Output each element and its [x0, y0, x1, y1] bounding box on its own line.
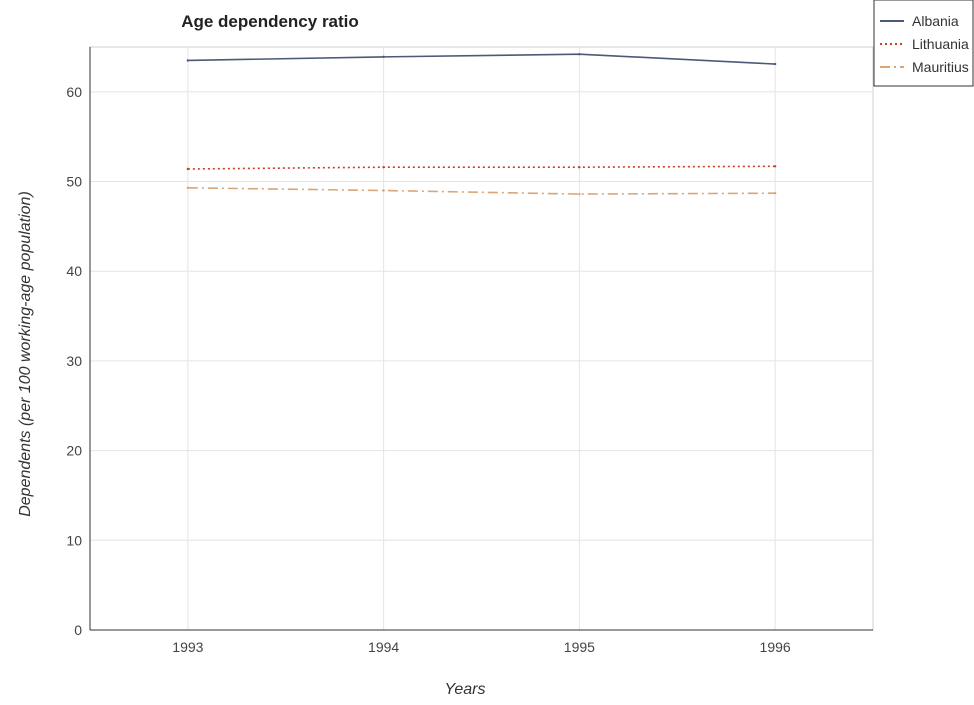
y-axis-label: Dependents (per 100 working-age populati…	[17, 191, 34, 517]
data-point-mauritius	[186, 186, 190, 190]
legend: Albania Lithuania Mauritius	[873, 0, 974, 87]
x-axis-label: Years	[445, 681, 486, 698]
data-point-lithuania	[773, 165, 777, 168]
axes: 0 10 20 30 40 50 60 1993 1994 1995 1996	[66, 47, 873, 655]
series-lines	[186, 52, 777, 196]
data-point-lithuania	[382, 165, 385, 169]
grid	[89, 46, 874, 631]
series-line-mauritius	[187, 187, 776, 195]
data-point-lithuania	[186, 167, 190, 171]
data-point-albania	[578, 52, 581, 56]
plot-frame	[89, 46, 874, 631]
y-tick-label: 30	[66, 353, 82, 369]
x-tick-label: 1993	[172, 639, 203, 655]
x-tick-label: 1994	[368, 639, 399, 655]
legend-label: Lithuania	[912, 36, 969, 52]
data-point-mauritius	[382, 189, 385, 192]
data-point-mauritius	[578, 192, 581, 196]
y-tick-label: 40	[66, 263, 82, 279]
y-tick-label: 60	[66, 84, 82, 100]
y-tick-label: 10	[66, 532, 82, 548]
legend-label: Albania	[912, 13, 959, 29]
data-point-albania	[773, 62, 777, 66]
legend-label: Mauritius	[912, 59, 969, 75]
data-point-albania	[382, 55, 385, 59]
x-tick-label: 1996	[760, 639, 791, 655]
x-tick-label: 1995	[564, 639, 595, 655]
y-tick-label: 20	[66, 443, 82, 459]
data-point-albania	[186, 59, 190, 62]
series-line-lithuania	[187, 165, 776, 170]
y-tick-label: 0	[74, 622, 82, 638]
data-point-lithuania	[578, 165, 581, 169]
y-tick-label: 50	[66, 174, 82, 190]
data-point-mauritius	[773, 191, 777, 195]
series-line-albania	[187, 53, 776, 65]
chart-title: Age dependency ratio	[181, 12, 359, 31]
